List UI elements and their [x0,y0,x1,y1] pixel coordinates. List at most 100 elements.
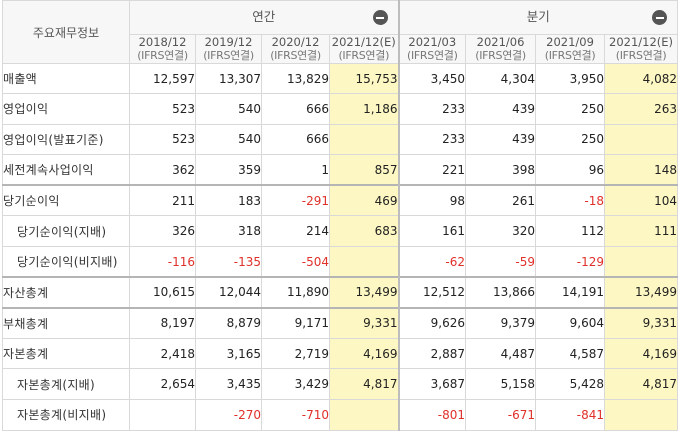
row-label: 부채총계 [2,306,130,339]
table-cell: -62 [397,245,467,278]
corner-header: 주요재무정보 [2,0,130,64]
table-cell: 250 [535,123,606,156]
table-cell: 359 [195,154,262,186]
table-cell: 1 [261,154,330,186]
column-basis: (IFRS연결) [137,49,188,62]
table-cell: 12,512 [397,276,467,309]
table-row: 영업이익(발표기준) 523 540 666 233 439 250 [2,123,679,156]
table-cell [328,123,400,156]
table-cell: 857 [328,154,400,186]
table-cell: 10,615 [129,276,196,309]
table-cell: 1,186 [328,93,400,125]
table-cell: 4,817 [328,368,400,400]
table-cell [129,398,196,431]
table-cell: -801 [397,398,467,431]
table-cell: 666 [261,93,330,125]
row-label: 자본총계 [2,337,130,370]
column-basis: (IFRS연결) [544,49,596,62]
column-basis: (IFRS연결) [406,49,458,62]
row-label: 자산총계 [2,276,130,309]
annual-group-header: 연간 [128,0,400,35]
table-cell: 4,082 [604,63,679,94]
table-cell: 540 [195,93,262,125]
table-cell: 540 [195,123,262,156]
row-label: 매출액 [2,63,130,94]
table-cell: 3,687 [397,368,467,400]
table-cell: 98 [397,184,467,217]
row-label: 자본총계(비지배) [2,398,130,431]
collapse-minus-icon[interactable] [372,10,388,25]
table-cell: 9,331 [328,306,400,339]
table-cell: 3,429 [261,368,330,400]
table-cell: 15,753 [328,63,400,94]
table-cell: 4,304 [465,63,537,94]
table-cell [604,245,679,278]
column-period: 2021/12(E) [609,35,674,49]
table-cell: 439 [465,123,537,156]
table-cell: 4,487 [465,337,537,370]
table-cell: -18 [535,184,606,217]
row-label: 당기순이익(지배) [2,215,130,247]
table-cell: 104 [604,184,679,217]
row-label: 당기순이익 [2,184,130,217]
table-cell: 2,719 [261,337,330,370]
table-cell: 3,450 [397,63,467,94]
annual-label: 연간 [252,9,276,24]
row-label: 자본총계(지배) [2,368,130,400]
table-cell [604,123,679,156]
row-label: 영업이익(발표기준) [2,123,130,156]
table-cell: -504 [261,245,330,278]
table-cell: 4,169 [604,337,679,370]
table-cell: 221 [397,154,467,186]
table-row: 자본총계(지배) 2,654 3,435 3,429 4,817 3,687 5,158 5,… [2,368,679,400]
table-cell: 2,887 [397,337,467,370]
table-cell: 4,587 [535,337,606,370]
table-cell: 683 [328,215,400,247]
table-cell: -129 [535,245,606,278]
table-cell: 523 [129,93,196,125]
table-cell: 12,044 [195,276,262,309]
table-row: 자산총계 10,615 12,044 11,890 13,499 12,512 13,866… [2,276,679,309]
table-row: 당기순이익(지배) 326 318 214 683 161 320 112 111 [2,215,679,247]
column-basis: (IFRS연결) [338,49,390,62]
table-cell: 263 [604,93,679,125]
table-cell: 469 [328,184,400,217]
table-row: 당기순이익 211 183 -291 469 98 261 -18 104 [2,184,679,217]
table-cell: 148 [604,154,679,186]
table-cell: 362 [129,154,196,186]
column-basis: (IFRS연결) [270,49,321,62]
table-cell: 9,171 [261,306,330,339]
row-label: 세전계속사업이익 [2,154,130,186]
table-cell: 250 [535,93,606,125]
table-row: 부채총계 8,197 8,879 9,171 9,331 9,626 9,379 9,604 9… [2,306,679,339]
table-cell: -135 [195,245,262,278]
table-cell: 13,866 [465,276,537,309]
column-period: 2021/12(E) [331,35,396,49]
column-header: 2021/06 (IFRS연결) [465,34,537,64]
table-cell: -59 [465,245,537,278]
table-cell: 523 [129,123,196,156]
column-header: 2021/09 (IFRS연결) [535,34,606,64]
table-cell [328,398,400,431]
column-header: 2021/12(E) (IFRS연결) [328,34,400,64]
table-cell: 214 [261,215,330,247]
table-cell: -116 [129,245,196,278]
collapse-minus-icon[interactable] [652,10,668,25]
table-cell: 439 [465,93,537,125]
quarter-group-header: 분기 [397,0,679,35]
table-cell: 9,604 [535,306,606,339]
table-cell: 183 [195,184,262,217]
table-row: 당기순이익(비지배) -116 -135 -504 -62 -59 -129 [2,245,679,278]
table-cell: 5,428 [535,368,606,400]
table-cell: 13,499 [604,276,679,309]
table-cell: 12,597 [129,63,196,94]
table-cell: 13,307 [195,63,262,94]
table-cell: 3,435 [195,368,262,400]
quarter-label: 분기 [526,9,550,24]
table-cell: 9,626 [397,306,467,339]
table-row: 자본총계(비지배) -270 -710 -801 -671 -841 [2,398,679,431]
table-cell: 3,950 [535,63,606,94]
column-basis: (IFRS연결) [203,49,254,62]
table-cell: 11,890 [261,276,330,309]
